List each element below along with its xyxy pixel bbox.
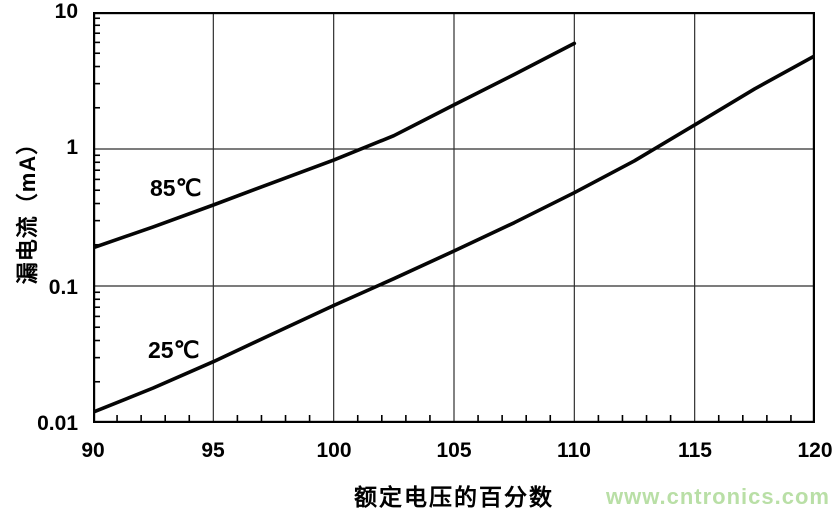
ytick-1: 1 <box>66 136 78 159</box>
ytick-0-1: 0.1 <box>48 276 78 299</box>
curve-85c <box>93 41 577 250</box>
xtick-120: 120 <box>797 439 833 462</box>
ytick-10: 10 <box>54 0 78 23</box>
xtick-105: 105 <box>436 439 472 462</box>
ytick-0-01: 0.01 <box>37 412 78 435</box>
plot-area <box>93 12 815 423</box>
xtick-95: 95 <box>201 439 225 462</box>
xtick-115: 115 <box>678 439 712 462</box>
y-axis-title: 漏电流（mA） <box>15 131 40 285</box>
xtick-110: 110 <box>557 439 591 462</box>
curve-label-85c: 85℃ <box>150 175 202 201</box>
plot-border <box>93 12 815 423</box>
xtick-90: 90 <box>81 439 105 462</box>
watermark-text: www.cntronics.com <box>605 484 830 509</box>
xtick-100: 100 <box>316 439 352 462</box>
x-axis-title: 额定电压的百分数 <box>354 484 554 510</box>
curve-label-25c: 25℃ <box>148 337 200 363</box>
curve-25c <box>93 53 815 415</box>
